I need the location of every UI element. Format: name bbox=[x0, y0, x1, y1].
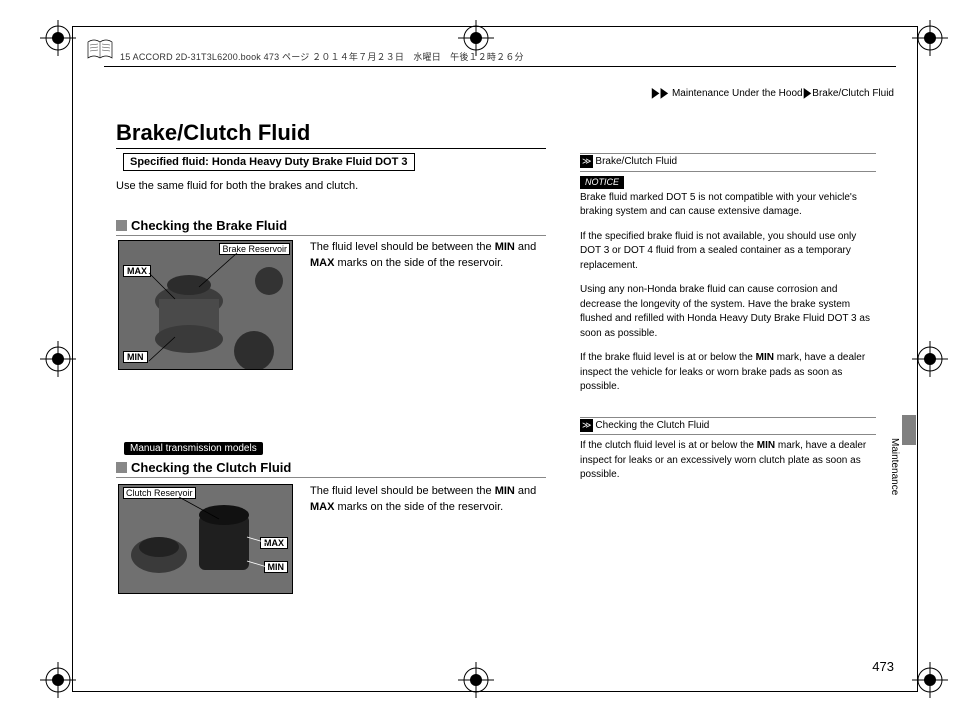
sidebar-paragraph: If the clutch fluid level is at or below… bbox=[580, 439, 876, 483]
registration-mark-icon bbox=[912, 662, 948, 698]
square-bullet-icon bbox=[116, 220, 127, 231]
triangle-icon: ▶ bbox=[652, 86, 660, 101]
sidebar-paragraph: If the specified brake fluid is not avai… bbox=[580, 230, 876, 274]
breadcrumb-segment: Brake/Clutch Fluid bbox=[812, 88, 894, 99]
chevron-icon: ≫ bbox=[580, 155, 593, 168]
section-heading-brake: Checking the Brake Fluid bbox=[116, 218, 546, 236]
title-rule bbox=[116, 148, 546, 149]
page-number: 473 bbox=[872, 659, 894, 674]
section-heading-clutch: Checking the Clutch Fluid bbox=[116, 460, 546, 478]
sidebar-heading: ≫Checking the Clutch Fluid bbox=[580, 417, 876, 436]
intro-text: Use the same fluid for both the brakes a… bbox=[116, 180, 358, 192]
registration-mark-icon bbox=[40, 662, 76, 698]
sidebar-paragraph: Using any non-Honda brake fluid can caus… bbox=[580, 283, 876, 341]
registration-mark-icon bbox=[458, 662, 494, 698]
triangle-icon: ▶ bbox=[804, 86, 812, 101]
figure-image: Brake Reservoir MAX MIN bbox=[118, 240, 293, 370]
sidebar-paragraph: If the brake fluid level is at or below … bbox=[580, 351, 876, 395]
registration-mark-icon bbox=[912, 20, 948, 56]
figure-clutch-reservoir: Clutch Reservoir MAX MIN bbox=[118, 484, 293, 594]
square-bullet-icon bbox=[116, 462, 127, 473]
sidebar-paragraph: Brake fluid marked DOT 5 is not compatib… bbox=[580, 191, 876, 220]
chevron-icon: ≫ bbox=[580, 419, 593, 432]
registration-mark-icon bbox=[40, 341, 76, 377]
side-tab-label: Maintenance bbox=[889, 438, 900, 495]
doc-header-meta: 15 ACCORD 2D-31T3L6200.book 473 ページ ２０１４… bbox=[120, 50, 524, 63]
breadcrumb-segment: Maintenance Under the Hood bbox=[672, 88, 803, 99]
page-title: Brake/Clutch Fluid bbox=[116, 120, 310, 146]
breadcrumb: ▶▶ Maintenance Under the Hood▶Brake/Clut… bbox=[652, 88, 894, 99]
triangle-icon: ▶ bbox=[660, 86, 668, 101]
figure-brake-reservoir: Brake Reservoir MAX MIN bbox=[118, 240, 293, 370]
side-tab bbox=[902, 415, 916, 445]
sidebar-heading: ≫Brake/Clutch Fluid bbox=[580, 153, 876, 172]
notice-badge: NOTICE bbox=[580, 176, 624, 189]
badge-manual-transmission: Manual transmission models bbox=[124, 442, 263, 455]
specified-fluid-box: Specified fluid: Honda Heavy Duty Brake … bbox=[123, 153, 415, 171]
section-heading-text: Checking the Clutch Fluid bbox=[131, 460, 291, 475]
header-rule bbox=[104, 66, 896, 67]
body-text-brake: The fluid level should be between the MI… bbox=[310, 240, 548, 272]
body-text-clutch: The fluid level should be between the MI… bbox=[310, 484, 548, 516]
registration-mark-icon bbox=[40, 20, 76, 56]
registration-mark-icon bbox=[912, 341, 948, 377]
section-heading-text: Checking the Brake Fluid bbox=[131, 218, 287, 233]
figure-image: Clutch Reservoir MAX MIN bbox=[118, 484, 293, 594]
book-icon bbox=[86, 38, 114, 62]
sidebar-notes: ≫Brake/Clutch Fluid NOTICE Brake fluid m… bbox=[580, 153, 876, 493]
